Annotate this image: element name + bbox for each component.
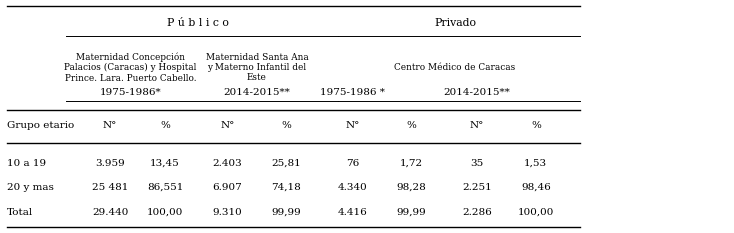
Text: N°: N° xyxy=(103,121,117,130)
Text: 1975-1986*: 1975-1986* xyxy=(100,88,161,96)
Text: 4.416: 4.416 xyxy=(338,208,367,216)
Text: 1975-1986 *: 1975-1986 * xyxy=(320,88,385,96)
Text: 98,28: 98,28 xyxy=(396,183,426,192)
Text: 20 y mas: 20 y mas xyxy=(7,183,54,192)
Text: Privado: Privado xyxy=(434,18,476,28)
Text: 9.310: 9.310 xyxy=(213,208,242,216)
Text: 2014-2015**: 2014-2015** xyxy=(444,88,510,96)
Text: 1,72: 1,72 xyxy=(399,159,423,168)
Text: P ú b l i c o: P ú b l i c o xyxy=(167,18,229,28)
Text: %: % xyxy=(160,121,170,130)
Text: Grupo etario: Grupo etario xyxy=(7,121,75,130)
Text: 29.440: 29.440 xyxy=(92,208,128,216)
Text: 6.907: 6.907 xyxy=(213,183,242,192)
Text: %: % xyxy=(281,121,291,130)
Text: N°: N° xyxy=(220,121,235,130)
Text: 35: 35 xyxy=(470,159,484,168)
Text: 25,81: 25,81 xyxy=(272,159,301,168)
Text: %: % xyxy=(406,121,416,130)
Text: 99,99: 99,99 xyxy=(396,208,426,216)
Text: 99,99: 99,99 xyxy=(272,208,301,216)
Text: 3.959: 3.959 xyxy=(95,159,125,168)
Text: 2.251: 2.251 xyxy=(462,183,492,192)
Text: 74,18: 74,18 xyxy=(272,183,301,192)
Text: 10 a 19: 10 a 19 xyxy=(7,159,46,168)
Text: 76: 76 xyxy=(346,159,359,168)
Text: 100,00: 100,00 xyxy=(147,208,184,216)
Text: N°: N° xyxy=(345,121,360,130)
Text: 2.403: 2.403 xyxy=(213,159,242,168)
Text: 25 481: 25 481 xyxy=(92,183,128,192)
Text: 1,53: 1,53 xyxy=(524,159,548,168)
Text: 4.340: 4.340 xyxy=(338,183,367,192)
Text: 100,00: 100,00 xyxy=(517,208,554,216)
Text: 98,46: 98,46 xyxy=(521,183,550,192)
Text: Maternidad Concepción
Palacios (Caracas) y Hospital
Prince. Lara. Puerto Cabello: Maternidad Concepción Palacios (Caracas)… xyxy=(65,52,197,83)
Text: 2014-2015**: 2014-2015** xyxy=(224,88,290,96)
Text: Maternidad Santa Ana
y Materno Infantil del
Este: Maternidad Santa Ana y Materno Infantil … xyxy=(206,53,308,82)
Text: %: % xyxy=(531,121,541,130)
Text: N°: N° xyxy=(470,121,484,130)
Text: Centro Médico de Caracas: Centro Médico de Caracas xyxy=(394,63,516,72)
Text: 86,551: 86,551 xyxy=(147,183,184,192)
Text: Total: Total xyxy=(7,208,34,216)
Text: 2.286: 2.286 xyxy=(462,208,492,216)
Text: 13,45: 13,45 xyxy=(150,159,180,168)
